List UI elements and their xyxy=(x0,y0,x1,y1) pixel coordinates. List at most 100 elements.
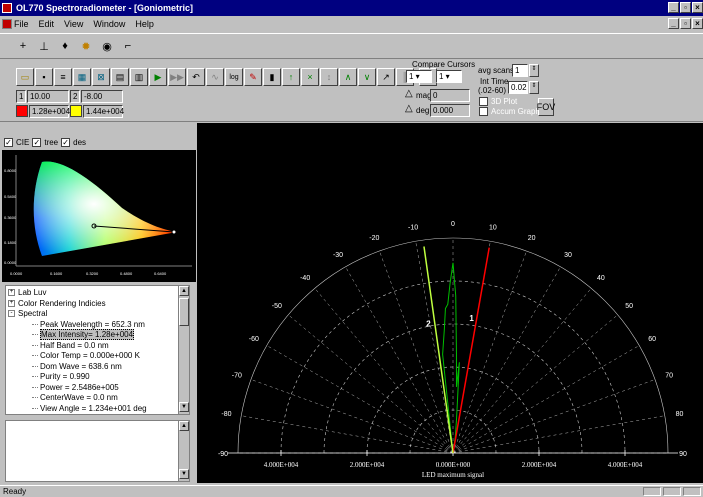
tree-item-label: Dom Wave = 638.6 nm xyxy=(40,361,122,371)
compare-select-1[interactable]: 1 ▾ xyxy=(406,70,432,83)
maximize-button[interactable]: ▫ xyxy=(680,2,691,13)
cursor2-position: -8.00 xyxy=(81,90,123,103)
tree-item-label: Purity = 0.990 xyxy=(40,372,90,381)
tree-scroll-down[interactable]: ▼ xyxy=(179,402,189,412)
tree-item[interactable]: - Spectral xyxy=(8,309,47,319)
wave-icon[interactable]: ∿ xyxy=(206,68,224,86)
play-icon[interactable]: ▶ xyxy=(149,68,167,86)
description-scrollbar[interactable]: ▲ ▼ xyxy=(178,421,189,481)
accum-graph-checkbox[interactable] xyxy=(479,107,488,116)
list-icon[interactable]: ▥ xyxy=(130,68,148,86)
tree-scroll-up[interactable]: ▲ xyxy=(179,286,189,296)
tree-item-label: Spectral xyxy=(18,309,48,318)
close-button[interactable]: × xyxy=(692,2,703,13)
status-cell-2 xyxy=(663,487,681,496)
cie-checkbox-label: CIE xyxy=(16,138,30,147)
tree-item[interactable]: + Color Rendering Indicies xyxy=(8,299,106,309)
menu-edit[interactable]: Edit xyxy=(38,19,55,29)
goniometer-icon[interactable]: ⌐ xyxy=(124,40,132,52)
tree-item[interactable]: CenterWave = 0.0 nm xyxy=(32,393,118,403)
mag-label: mag xyxy=(416,91,432,100)
tree-expander-icon[interactable]: + xyxy=(8,289,15,297)
cursor-1-line[interactable] xyxy=(452,247,490,454)
fast-forward-icon[interactable]: ▶▶ xyxy=(168,68,186,86)
avg-scans-input[interactable]: 1 xyxy=(512,64,528,77)
white-point xyxy=(91,223,97,229)
tree-item[interactable]: + Lab Luv xyxy=(8,288,46,298)
cursor-2-line[interactable] xyxy=(423,246,454,454)
menu-help[interactable]: Help xyxy=(135,19,154,29)
tree-branch-line xyxy=(32,355,38,357)
polar-angle-label: -10 xyxy=(408,224,418,231)
desc-scroll-up[interactable]: ▲ xyxy=(179,421,189,431)
tree-branch-line xyxy=(32,344,38,346)
tree-scroll-thumb[interactable] xyxy=(179,298,189,326)
compare-select-2[interactable]: 1 ▾ xyxy=(436,70,462,83)
cursor1-value: 1.28e+004 xyxy=(29,105,70,118)
cross-icon[interactable]: × xyxy=(301,68,319,86)
cie-xtick-0: 0.0000 xyxy=(10,271,23,276)
document-icon[interactable] xyxy=(2,19,12,29)
tree-checkbox[interactable]: ✓ xyxy=(32,138,42,147)
polar-grid-ray xyxy=(452,314,618,454)
int-time-spinner[interactable]: ⇕ xyxy=(529,81,539,94)
lamp-icon[interactable]: ♦ xyxy=(62,40,68,52)
tree-scrollbar[interactable]: ▲ ▼ xyxy=(178,286,189,414)
crosshair-icon[interactable]: + xyxy=(19,40,27,52)
measure-icon[interactable]: ↗ xyxy=(377,68,395,86)
deg-delta-icon: △ xyxy=(405,103,413,114)
tree-item[interactable]: Max Intensity= 1.28e+004 xyxy=(32,329,135,340)
sun-icon[interactable]: ✹ xyxy=(81,40,91,53)
image-icon[interactable]: ▦ xyxy=(73,68,91,86)
tree-item[interactable]: Dom Wave = 638.6 nm xyxy=(32,362,122,372)
bar-icon[interactable]: ▮ xyxy=(263,68,281,86)
edit-icon[interactable]: ✎ xyxy=(244,68,262,86)
tree-item-label: Lab Luv xyxy=(18,288,47,297)
menu-window[interactable]: Window xyxy=(93,19,126,29)
avg-scans-spinner[interactable]: ⇕ xyxy=(529,64,539,77)
tree-item[interactable]: Power = 2.5486e+005 xyxy=(32,383,119,393)
tree-item[interactable]: Purity = 0.990 xyxy=(32,372,90,382)
fov-button[interactable]: FOV xyxy=(537,98,555,116)
doc-restore-button[interactable]: ▫ xyxy=(680,18,691,29)
doc-close-button[interactable]: × xyxy=(692,18,703,29)
menu-view[interactable]: View xyxy=(64,19,84,29)
polar-angle-label: 80 xyxy=(676,411,684,418)
log-icon[interactable]: log xyxy=(225,68,243,86)
multi-icon[interactable]: ⊠ xyxy=(92,68,110,86)
cie-checkbox[interactable]: ✓ xyxy=(4,138,13,147)
page-icon[interactable]: ≡ xyxy=(54,68,72,86)
cursor-icon[interactable]: ↕ xyxy=(320,68,338,86)
polar-grid-ray xyxy=(345,266,454,454)
int-time-input[interactable]: 0.02 xyxy=(508,81,528,94)
down-peak-icon[interactable]: ∨ xyxy=(358,68,376,86)
des-checkbox[interactable]: ✓ xyxy=(61,138,71,147)
peak-icon[interactable]: ↑ xyxy=(282,68,300,86)
doc-minimize-button[interactable]: _ xyxy=(668,18,679,29)
tree-item[interactable]: Color Temp = 0.000e+000 K xyxy=(32,351,140,361)
desc-scroll-down[interactable]: ▼ xyxy=(179,469,189,479)
menu-file[interactable]: File xyxy=(14,19,29,29)
3d-plot-checkbox[interactable] xyxy=(479,97,488,106)
tree-item-label: Half Band = 0.0 nm xyxy=(40,340,109,350)
polar-angle-label: -30 xyxy=(333,252,343,259)
tree-expander-icon[interactable]: + xyxy=(8,299,15,307)
eye-icon[interactable]: ◉ xyxy=(102,40,112,53)
up-peak-icon[interactable]: ∧ xyxy=(339,68,357,86)
tree-item[interactable]: View Angle = 1.234e+001 deg xyxy=(32,404,147,414)
tree-item[interactable]: Peak Wavelength = 652.3 nm xyxy=(32,320,145,330)
polar-angle-label: 40 xyxy=(597,275,605,282)
arrow-icon[interactable]: ↶ xyxy=(187,68,205,86)
minimize-button[interactable]: _ xyxy=(668,2,679,13)
tree-item[interactable]: Half Band = 0.0 nm xyxy=(32,341,109,351)
dominant-wavelength-line xyxy=(93,225,175,233)
tree-expander-icon[interactable]: - xyxy=(8,310,15,318)
open-icon[interactable]: ▭ xyxy=(16,68,34,86)
cie-ytick-3: 0.1800 xyxy=(4,240,17,245)
grid-icon[interactable]: ▤ xyxy=(111,68,129,86)
save-icon[interactable]: ▪ xyxy=(35,68,53,86)
tree-branch-line xyxy=(32,323,38,325)
description-box[interactable] xyxy=(5,420,190,482)
cie-ytick-1: 0.5400 xyxy=(4,194,17,199)
axis-icon[interactable]: ⊥ xyxy=(39,40,49,53)
